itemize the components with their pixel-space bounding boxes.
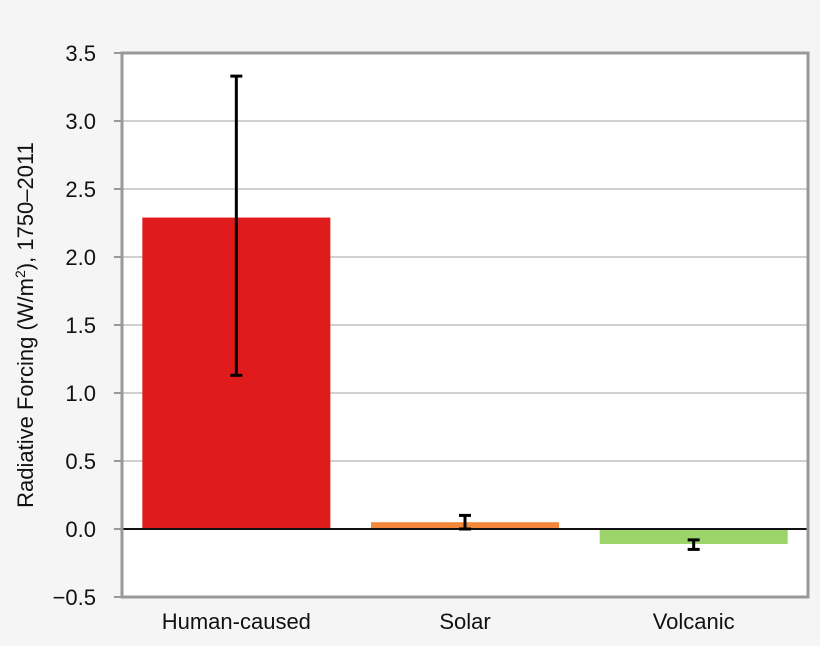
error-bar xyxy=(687,538,700,551)
y-tick-label: −0.5 xyxy=(53,585,96,610)
category-label: Human-caused xyxy=(162,609,311,634)
y-tick-label: 2.5 xyxy=(65,177,96,202)
y-tick-label: 2.0 xyxy=(65,245,96,270)
y-axis-ticks: −0.5 0.0 0.5 1.0 1.5 2.0 2.5 3.0 3.5 xyxy=(53,41,122,610)
y-tick-label: 0.5 xyxy=(65,449,96,474)
error-bar xyxy=(230,74,243,377)
bar-volcanic xyxy=(599,529,788,544)
category-label: Volcanic xyxy=(653,609,735,634)
y-tick-label: 3.0 xyxy=(65,109,96,134)
y-tick-label: 0.0 xyxy=(65,517,96,542)
y-tick-label: 3.5 xyxy=(65,41,96,66)
y-tick-label: 1.5 xyxy=(65,313,96,338)
error-bars xyxy=(230,74,700,551)
category-label: Solar xyxy=(439,609,490,634)
x-axis-category-labels: Human-caused Solar Volcanic xyxy=(162,609,735,634)
y-axis-title: Radiative Forcing (W/m2), 1750–2011 xyxy=(12,142,38,508)
error-bar xyxy=(459,513,471,531)
y-tick-label: 1.0 xyxy=(65,381,96,406)
